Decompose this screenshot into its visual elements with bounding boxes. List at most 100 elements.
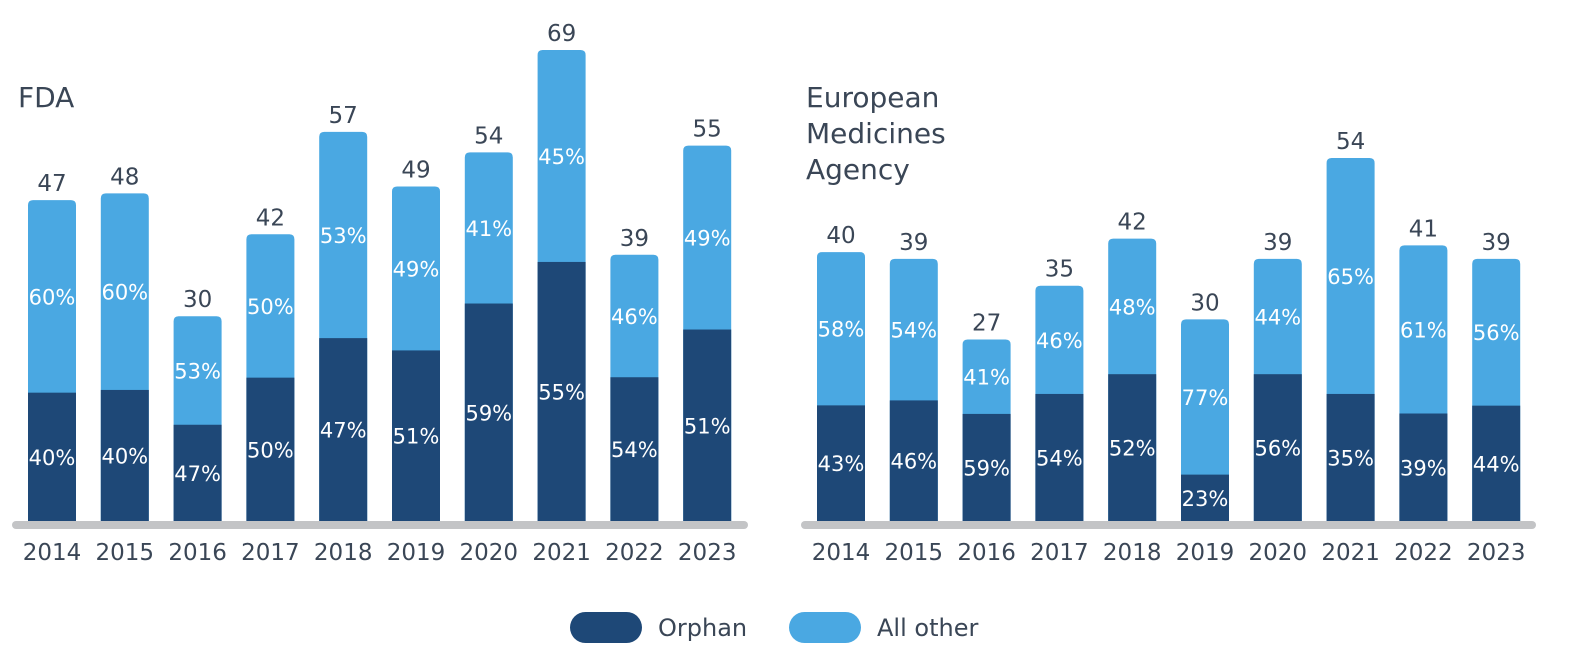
ema-year-label-2017: 2017 — [1030, 540, 1089, 566]
ema-year-label-2018: 2018 — [1103, 540, 1162, 566]
fda-year-label-2022: 2022 — [605, 540, 664, 566]
ema-pct-label-all-other-2016: 41% — [963, 366, 1010, 390]
ema-pct-label-all-other-2019: 77% — [1182, 386, 1229, 410]
ema-pct-label-orphan-2017: 54% — [1036, 446, 1083, 470]
fda-pct-label-orphan-2018: 47% — [320, 419, 367, 443]
ema-chart-panel: European Medicines Agency 40 58% 43% 2014 39 54… — [801, 81, 1536, 566]
fda-pct-label-orphan-2019: 51% — [393, 425, 440, 449]
fda-year-label-2017: 2017 — [241, 540, 300, 566]
ema-bar-orphan-2015 — [889, 400, 938, 521]
fda-pct-label-all-other-2018: 53% — [320, 224, 367, 248]
ema-pct-label-orphan-2023: 44% — [1473, 452, 1520, 476]
fda-total-label-2019: 49 — [401, 158, 430, 184]
fda-total-label-2021: 69 — [547, 21, 576, 47]
fda-pct-label-orphan-2014: 40% — [29, 446, 76, 470]
ema-total-label-2017: 35 — [1045, 257, 1074, 283]
ema-total-label-2023: 39 — [1482, 230, 1511, 256]
ema-bar-all-other-2019 — [1181, 319, 1229, 521]
ema-bar-orphan-2023 — [1472, 405, 1521, 521]
ema-pct-label-orphan-2018: 52% — [1109, 437, 1156, 461]
fda-pct-label-all-other-2021: 45% — [538, 145, 585, 169]
ema-bar-orphan-2017 — [1035, 393, 1084, 521]
fda-bar-orphan-2023 — [683, 329, 732, 521]
ema-bar-orphan-2019 — [1181, 474, 1229, 521]
fda-total-label-2018: 57 — [329, 103, 358, 129]
ema-bar-orphan-2021 — [1326, 393, 1375, 521]
ema-total-label-2022: 41 — [1409, 216, 1438, 242]
fda-baseline — [12, 521, 748, 529]
ema-total-label-2015: 39 — [899, 230, 928, 256]
fda-total-label-2015: 48 — [110, 164, 139, 190]
ema-pct-label-all-other-2018: 48% — [1109, 295, 1156, 319]
fda-bar-orphan-2021 — [537, 261, 586, 521]
legend-swatch-all-other — [789, 612, 861, 643]
ema-pct-label-all-other-2014: 58% — [818, 318, 865, 342]
ema-year-label-2022: 2022 — [1394, 540, 1453, 566]
fda-pct-label-all-other-2023: 49% — [684, 227, 731, 251]
ema-year-label-2019: 2019 — [1176, 540, 1235, 566]
fda-pct-label-all-other-2019: 49% — [393, 257, 440, 281]
fda-pct-label-all-other-2014: 60% — [29, 285, 76, 309]
fda-year-label-2019: 2019 — [387, 540, 446, 566]
ema-chart-title-line: European — [806, 81, 939, 114]
ema-pct-label-orphan-2016: 59% — [963, 456, 1010, 480]
fda-total-label-2016: 30 — [183, 287, 212, 313]
fda-chart-title: FDA — [18, 81, 74, 114]
ema-pct-label-all-other-2020: 44% — [1254, 306, 1301, 330]
ema-chart-title-line: Agency — [806, 153, 910, 186]
fda-year-label-2015: 2015 — [96, 540, 155, 566]
fda-bar-orphan-2016 — [173, 424, 222, 521]
legend-item-all-other: All other — [789, 612, 978, 643]
fda-year-label-2020: 2020 — [460, 540, 519, 566]
ema-chart-title-line: Medicines — [806, 117, 946, 150]
fda-total-label-2014: 47 — [37, 171, 66, 197]
ema-total-label-2018: 42 — [1118, 210, 1147, 236]
ema-year-label-2021: 2021 — [1321, 540, 1380, 566]
ema-bar-orphan-2022 — [1399, 413, 1448, 521]
legend-label-orphan: Orphan — [658, 614, 747, 642]
fda-bar-orphan-2017 — [246, 377, 295, 521]
ema-bar-orphan-2018 — [1108, 374, 1157, 521]
fda-year-label-2023: 2023 — [678, 540, 737, 566]
ema-year-label-2016: 2016 — [957, 540, 1016, 566]
fda-pct-label-all-other-2016: 53% — [174, 359, 221, 383]
ema-pct-label-all-other-2017: 46% — [1036, 329, 1083, 353]
fda-year-label-2016: 2016 — [168, 540, 227, 566]
legend-item-orphan: Orphan — [570, 612, 747, 643]
ema-pct-label-orphan-2014: 43% — [818, 452, 865, 476]
fda-year-label-2021: 2021 — [532, 540, 591, 566]
fda-total-label-2020: 54 — [474, 123, 503, 149]
fda-pct-label-all-other-2022: 46% — [611, 305, 658, 329]
ema-total-label-2020: 39 — [1263, 230, 1292, 256]
ema-pct-label-orphan-2015: 46% — [890, 450, 937, 474]
fda-pct-label-orphan-2017: 50% — [247, 438, 294, 462]
ema-pct-label-all-other-2023: 56% — [1473, 321, 1520, 345]
ema-bar-orphan-2020 — [1253, 374, 1302, 521]
fda-pct-label-all-other-2017: 50% — [247, 295, 294, 319]
fda-pct-label-orphan-2023: 51% — [684, 414, 731, 438]
fda-chart-panel: FDA 47 60% 40% 2014 48 60% 40% 2015 30 53% 47% 2016… — [12, 21, 748, 566]
ema-year-label-2023: 2023 — [1467, 540, 1526, 566]
ema-baseline — [801, 521, 1536, 529]
fda-pct-label-all-other-2020: 41% — [465, 217, 512, 241]
ema-year-label-2020: 2020 — [1249, 540, 1308, 566]
ema-chart-title: European Medicines Agency — [806, 81, 946, 186]
fda-bar-orphan-2022 — [610, 377, 659, 521]
fda-bar-orphan-2019 — [392, 350, 440, 521]
fda-bar-orphan-2020 — [464, 303, 513, 521]
ema-bar-orphan-2014 — [817, 405, 865, 521]
fda-pct-label-orphan-2015: 40% — [101, 444, 148, 468]
ema-total-label-2021: 54 — [1336, 129, 1365, 155]
ema-pct-label-all-other-2022: 61% — [1400, 318, 1447, 342]
legend-swatch-orphan — [570, 612, 642, 643]
fda-total-label-2017: 42 — [256, 205, 285, 231]
ema-year-label-2015: 2015 — [885, 540, 944, 566]
ema-bar-orphan-2016 — [962, 413, 1011, 521]
fda-bar-orphan-2014 — [28, 392, 76, 521]
fda-pct-label-orphan-2020: 59% — [465, 401, 512, 425]
fda-pct-label-orphan-2022: 54% — [611, 438, 658, 462]
ema-pct-label-orphan-2019: 23% — [1182, 487, 1229, 511]
fda-total-label-2023: 55 — [693, 117, 722, 143]
fda-year-label-2014: 2014 — [23, 540, 82, 566]
